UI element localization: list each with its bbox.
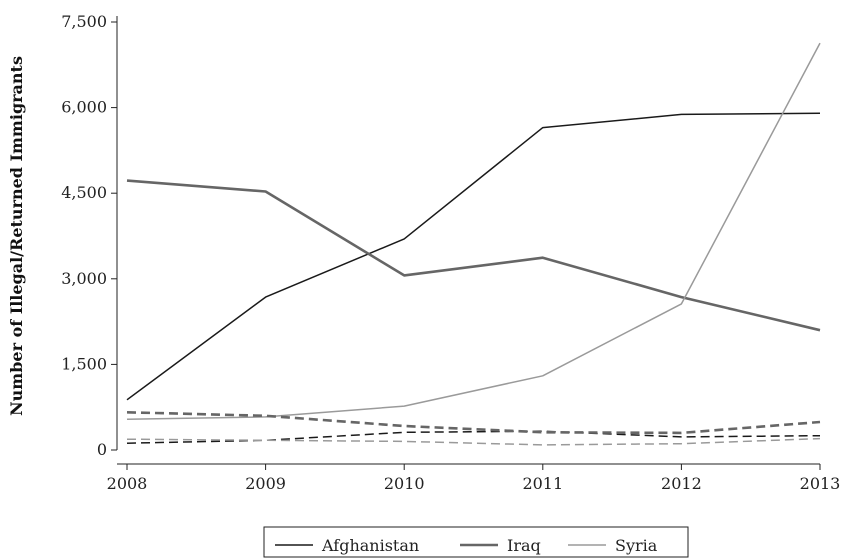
series-line-4 <box>126 411 821 435</box>
axes: 0 1,500 3,000 4,500 6,000 7,500 2008 2009 2010 20… <box>61 12 840 493</box>
y-tick-label: 1,500 <box>61 354 107 373</box>
series-line-1 <box>126 179 821 332</box>
legend-label: Syria <box>615 536 658 555</box>
series-line-3 <box>126 430 821 444</box>
y-tick-label: 6,000 <box>61 98 107 117</box>
legend-label: Iraq <box>507 536 541 555</box>
legend-box <box>263 526 689 558</box>
y-tick-label: 4,500 <box>61 183 107 202</box>
x-tick-label: 2010 <box>384 474 425 493</box>
legend: Afghanistan Iraq Syria <box>263 526 689 558</box>
x-tick-label: 2013 <box>800 474 841 493</box>
series-line-5 <box>126 437 821 446</box>
y-tick-label: 3,000 <box>61 269 107 288</box>
x-tick-label: 2011 <box>522 474 563 493</box>
y-tick-label: 7,500 <box>61 12 107 31</box>
x-tick-label: 2009 <box>245 474 286 493</box>
series-line-0 <box>126 112 821 401</box>
x-tick-label: 2012 <box>661 474 702 493</box>
series-line-2 <box>126 42 821 420</box>
legend-label: Afghanistan <box>321 536 419 555</box>
x-tick-label: 2008 <box>107 474 148 493</box>
series-layer <box>126 42 821 446</box>
y-tick-label: 0 <box>97 440 107 459</box>
y-axis-label: Number of Illegal/Returned Immigrants <box>7 56 26 416</box>
